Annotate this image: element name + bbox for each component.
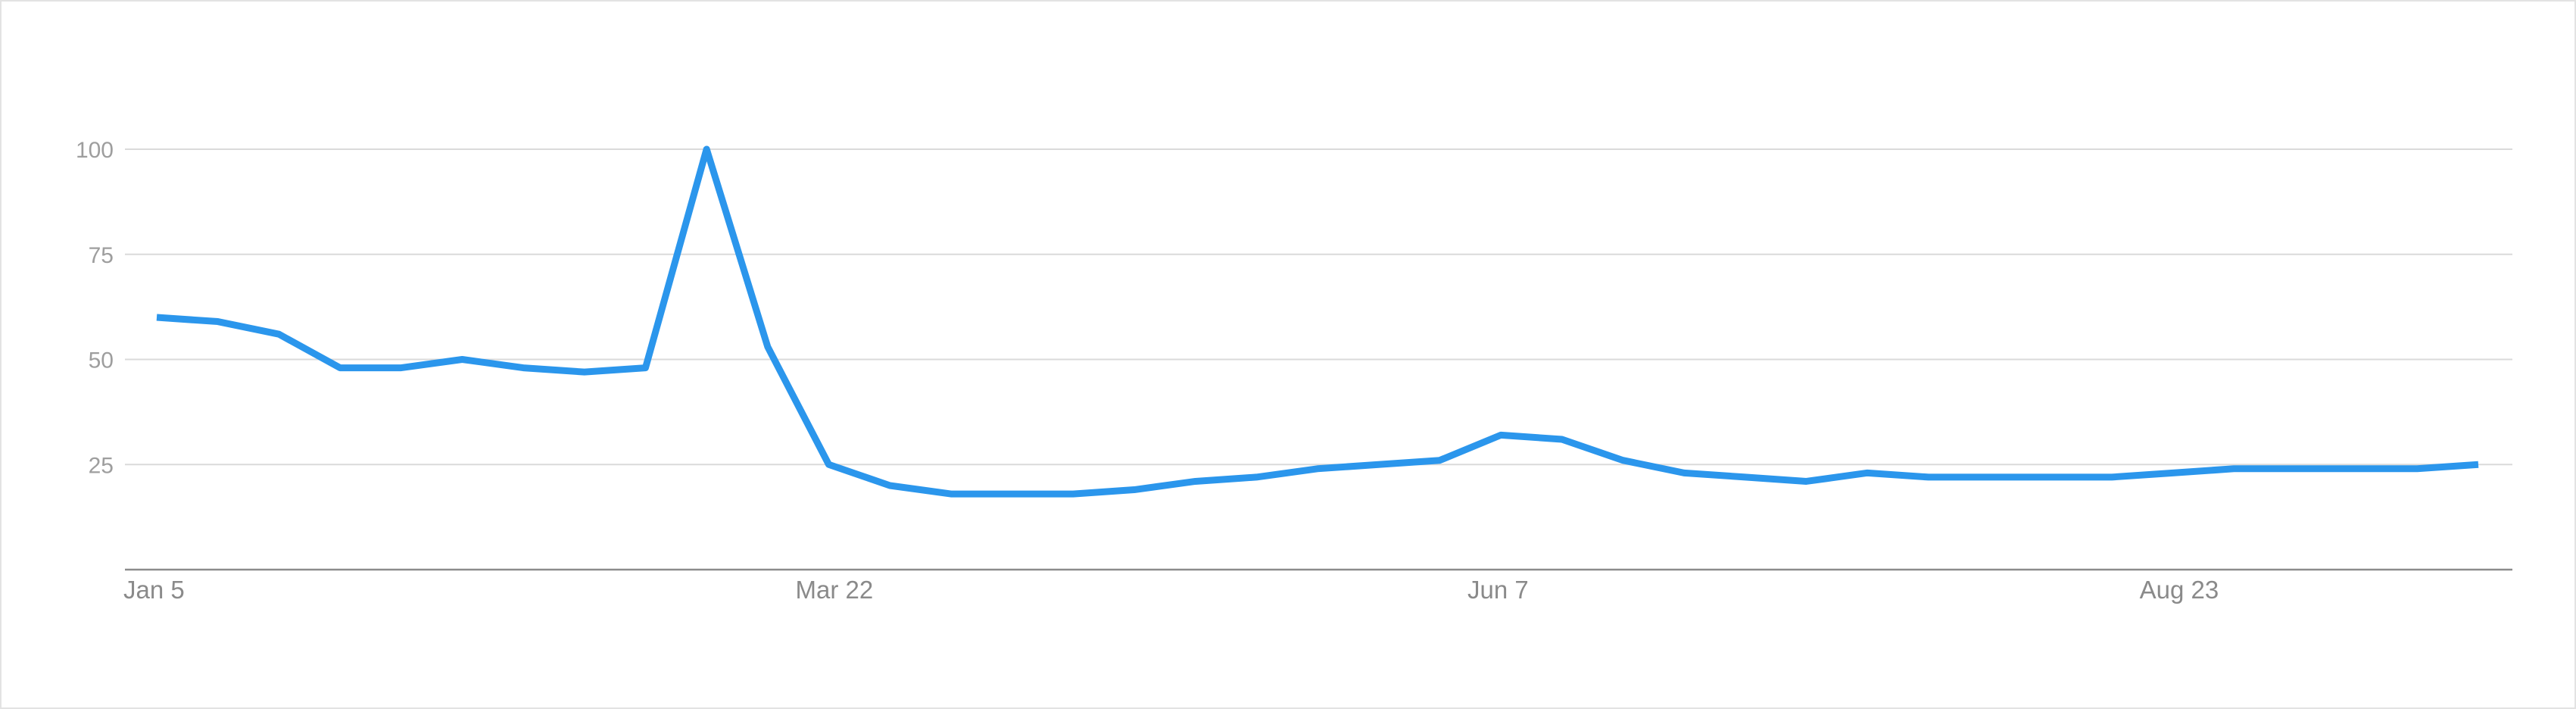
- x-tick-label-aug-23: Aug 23: [2140, 576, 2219, 604]
- y-tick-label-100: 100: [76, 138, 114, 163]
- x-tick-label-jun-7: Jun 7: [1467, 576, 1529, 604]
- y-tick-label-50: 50: [89, 348, 114, 373]
- series-line: [156, 145, 2479, 498]
- x-tick-label-mar-22: Mar 22: [796, 576, 874, 604]
- x-tick-label-jan-5: Jan 5: [123, 576, 185, 604]
- y-tick-label-25: 25: [89, 453, 114, 478]
- y-tick-label-75: 75: [89, 243, 114, 268]
